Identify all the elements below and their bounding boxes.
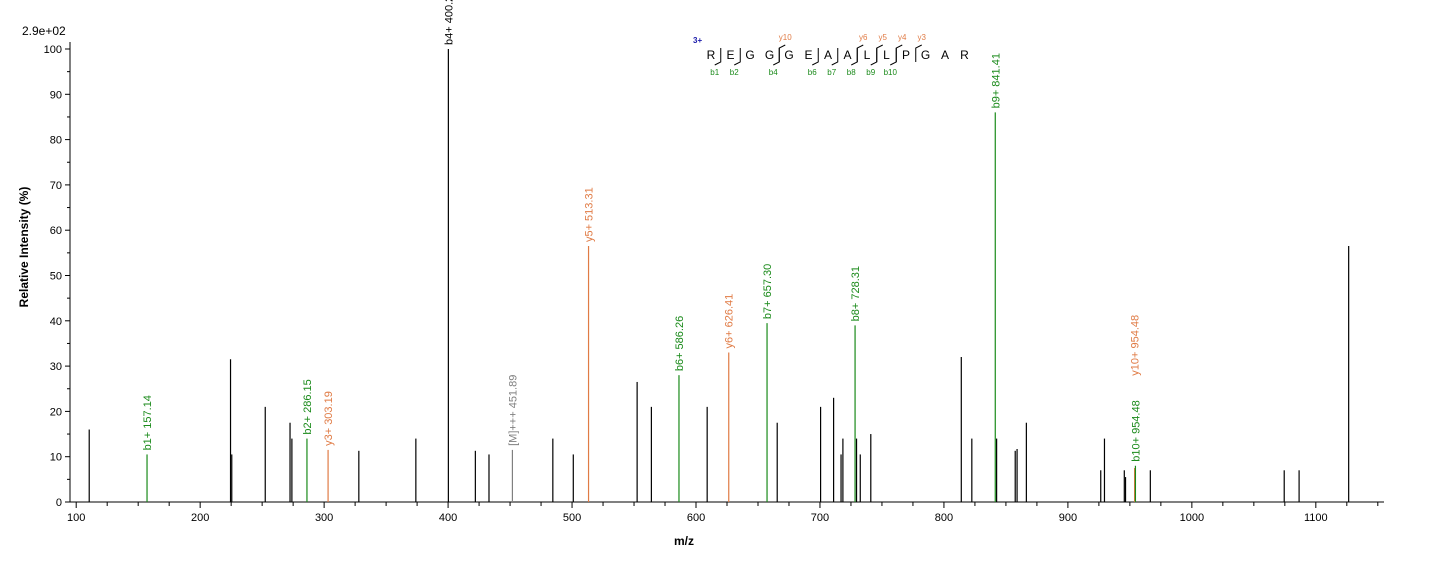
y-ion-bracket (895, 44, 903, 62)
y-tick-label: 40 (50, 316, 62, 328)
y-tick-label: 90 (50, 89, 62, 101)
y-tick-label: 30 (50, 361, 62, 373)
intensity-scale-label: 2.9e+02 (22, 24, 66, 38)
b-ion-marker: b4 (769, 68, 778, 77)
b-ion-marker: b8 (847, 68, 856, 77)
x-tick-label: 1100 (1304, 512, 1328, 524)
b-ion-marker: b1 (710, 68, 719, 77)
sequence-residue: P (902, 48, 910, 62)
peak-label: b6+ 586.26 (674, 316, 686, 371)
peak-label: y5+ 513.31 (584, 187, 596, 242)
peak-label: b7+ 657.30 (762, 264, 774, 319)
sequence-residue: G (921, 48, 930, 62)
b-ion-bracket (851, 48, 858, 66)
sequence-residue: L (864, 48, 871, 62)
peak-label: [M]+++ 451.89 (507, 375, 519, 446)
sequence-residue: L (883, 48, 890, 62)
peak-label: b4+ 400.23 (443, 0, 455, 45)
y-ion-marker: y4 (898, 33, 907, 42)
x-tick-label: 1000 (1180, 512, 1204, 524)
sequence-residue: A (824, 48, 832, 62)
b-ion-marker: b9 (866, 68, 875, 77)
b-ion-marker: b2 (730, 68, 739, 77)
b-ion-bracket (890, 48, 897, 66)
y-tick-label: 60 (50, 225, 62, 237)
peaks-layer (88, 49, 1350, 502)
x-tick-label: 600 (687, 512, 705, 524)
y-ion-bracket (915, 44, 922, 62)
x-tick-label: 500 (563, 512, 581, 524)
b-ion-bracket (870, 48, 878, 66)
y-ion-marker: y6 (859, 33, 868, 42)
chart-axes: 0 10 20 30 40 50 60 70 80 90 100 100 200 300 400 500 600… (44, 42, 1384, 524)
b-ion-marker: b7 (827, 68, 836, 77)
b-ion-bracket (714, 48, 722, 66)
y-tick-label: 20 (50, 406, 62, 418)
peak-label: b8+ 728.31 (850, 266, 862, 321)
charge-state-label: 3+ (693, 36, 702, 45)
b-ion-bracket (831, 48, 839, 66)
y-ion-marker: y5 (879, 33, 888, 42)
sequence-residue: G (784, 48, 793, 62)
peak-label: y6+ 626.41 (724, 294, 736, 349)
peak-label: y10+ 954.48 (1130, 315, 1142, 376)
y-tick-label: 10 (50, 452, 62, 464)
sequence-residue: E (804, 48, 812, 62)
y-axis-title: Relative Intensity (%) (17, 187, 31, 308)
x-tick-label: 700 (811, 512, 829, 524)
x-tick-label: 200 (191, 512, 209, 524)
b-ion-bracket (734, 48, 741, 66)
sequence-residue: A (843, 48, 851, 62)
x-tick-label: 300 (315, 512, 333, 524)
y-tick-label: 80 (50, 135, 62, 147)
x-tick-label: 800 (935, 512, 953, 524)
peak-label: b1+ 157.14 (142, 395, 154, 450)
y-tick-label: 100 (44, 44, 62, 56)
x-tick-label: 900 (1059, 512, 1077, 524)
b-ion-marker: b6 (808, 68, 817, 77)
x-tick-label: 100 (67, 512, 85, 524)
sequence-residue: E (726, 48, 734, 62)
b-ion-bracket (812, 48, 819, 66)
peak-label: b9+ 841.41 (990, 53, 1002, 108)
sequence-residue: A (941, 48, 949, 62)
peak-label: b10+ 954.48 (1130, 400, 1142, 461)
y-tick-label: 70 (50, 180, 62, 192)
y-tick-label: 0 (56, 497, 62, 509)
y-tick-label: 50 (50, 271, 62, 283)
b-ion-marker: b10 (884, 68, 898, 77)
sequence-residue: G (745, 48, 754, 62)
y-ion-marker: y3 (918, 33, 927, 42)
peak-labels-layer: b1+ 157.14 b2+ 286.15 y3+ 303.19 b4+ 400.23… (142, 0, 1142, 462)
y-ion-marker: y10 (779, 33, 792, 42)
x-axis-title: m/z (674, 534, 694, 548)
y-ion-bracket (856, 44, 864, 62)
y-ion-bracket (876, 44, 883, 62)
sequence-residue: G (765, 48, 774, 62)
x-tick-label: 400 (439, 512, 457, 524)
sequence-residue: R (960, 48, 969, 62)
peak-label: y3+ 303.19 (323, 391, 335, 446)
peak-label: b2+ 286.15 (302, 379, 314, 434)
y-ion-bracket (778, 44, 786, 62)
sequence-residue: R (707, 48, 716, 62)
